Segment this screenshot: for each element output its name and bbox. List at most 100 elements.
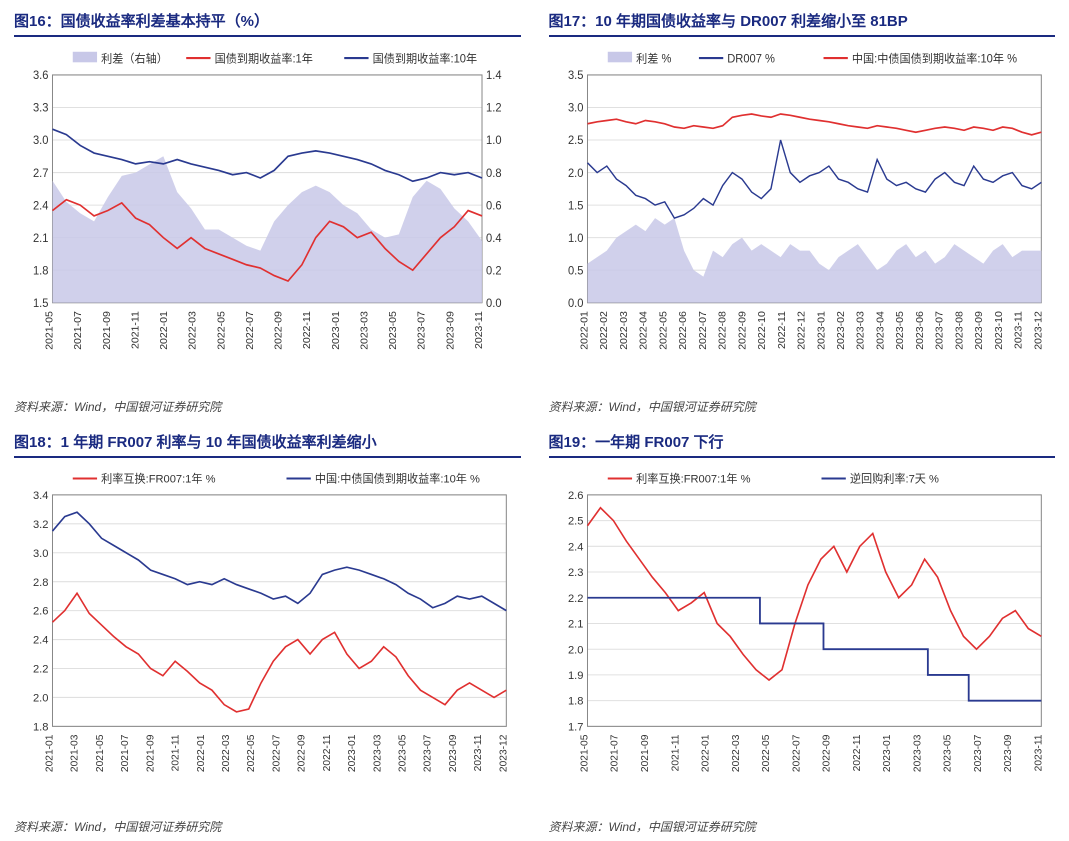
svg-text:2023-01: 2023-01	[816, 311, 827, 350]
svg-text:2023-12: 2023-12	[1033, 311, 1044, 350]
svg-text:2023-07: 2023-07	[417, 311, 428, 350]
svg-text:2022-07: 2022-07	[791, 734, 802, 772]
svg-text:2023-01: 2023-01	[331, 311, 342, 350]
svg-text:2023-09: 2023-09	[448, 734, 459, 772]
svg-text:2.1: 2.1	[567, 618, 582, 630]
svg-text:逆回购利率:7天 %: 逆回购利率:7天 %	[849, 471, 938, 485]
svg-text:1.5: 1.5	[567, 200, 582, 212]
svg-text:中国:中债国债到期收益率:10年 %: 中国:中债国债到期收益率:10年 %	[315, 471, 480, 485]
svg-text:2.2: 2.2	[567, 592, 582, 604]
svg-text:0.0: 0.0	[567, 298, 582, 310]
svg-text:2022-01: 2022-01	[159, 311, 170, 350]
svg-text:2021-11: 2021-11	[131, 311, 142, 349]
svg-text:1.0: 1.0	[567, 233, 582, 245]
svg-text:2023-11: 2023-11	[473, 734, 484, 771]
svg-text:2023-05: 2023-05	[895, 311, 906, 350]
chart-cell-3: 图19：一年期 FR007 下行利率互换:FR007:1年 % 逆回购利率:7天 …	[535, 421, 1069, 841]
svg-text:1.0: 1.0	[486, 135, 501, 147]
svg-text:利率互换:FR007:1年 %: 利率互换:FR007:1年 %	[636, 471, 750, 485]
svg-text:0.4: 0.4	[486, 233, 501, 245]
svg-text:3.0: 3.0	[567, 103, 582, 115]
svg-text:2022-09: 2022-09	[737, 311, 748, 350]
svg-text:2021-05: 2021-05	[579, 734, 590, 772]
svg-text:2023-03: 2023-03	[372, 734, 383, 772]
chart-title: 图17：10 年期国债收益率与 DR007 利差缩小至 81BP	[549, 10, 1056, 37]
svg-text:2022-03: 2022-03	[188, 311, 199, 350]
svg-text:2022-10: 2022-10	[757, 311, 768, 350]
svg-text:国债到期收益率:10年: 国债到期收益率:10年	[373, 51, 478, 65]
svg-text:2023-05: 2023-05	[388, 311, 399, 350]
chart-cell-0: 图16：国债收益率利差基本持平（%） 利差（右轴） 国债到期收益率:1年 国债到期收益…	[0, 0, 535, 421]
chart-title: 图16：国债收益率利差基本持平（%）	[14, 10, 521, 37]
svg-text:2.0: 2.0	[567, 168, 582, 180]
svg-text:2022-06: 2022-06	[678, 311, 689, 350]
svg-text:2022-09: 2022-09	[297, 734, 308, 772]
svg-text:2023-11: 2023-11	[1013, 311, 1024, 349]
svg-text:1.4: 1.4	[486, 70, 501, 82]
chart-title: 图19：一年期 FR007 下行	[549, 431, 1056, 458]
svg-text:3.3: 3.3	[33, 103, 48, 115]
chart-plot: 利率互换:FR007:1年 %逆回购利率:7天 %1.71.81.92.02.1…	[549, 458, 1056, 817]
svg-text:2.4: 2.4	[33, 200, 48, 212]
svg-text:2023-01: 2023-01	[882, 734, 893, 772]
svg-text:0.0: 0.0	[486, 298, 501, 310]
svg-text:2022-03: 2022-03	[221, 734, 232, 772]
chart-cell-1: 图17：10 年期国债收益率与 DR007 利差缩小至 81BP 利差 % DR00…	[535, 0, 1069, 421]
svg-text:2023-09: 2023-09	[1003, 734, 1014, 772]
svg-text:3.4: 3.4	[33, 489, 48, 501]
svg-text:利差（右轴）: 利差（右轴）	[101, 51, 168, 65]
svg-text:2021-05: 2021-05	[95, 734, 106, 772]
svg-text:2022-07: 2022-07	[271, 734, 282, 772]
chart-plot: 利差 % DR007 % 中国:中债国债到期收益率:10年 % 0.0 0.5 1.0 1.…	[549, 37, 1056, 396]
svg-text:2022-07: 2022-07	[245, 311, 256, 350]
svg-text:2.7: 2.7	[33, 168, 48, 180]
svg-text:2021-07: 2021-07	[120, 734, 131, 772]
svg-text:2023-01: 2023-01	[347, 734, 358, 772]
svg-text:2022-04: 2022-04	[638, 311, 649, 350]
svg-text:利差 %: 利差 %	[636, 51, 671, 65]
svg-text:2021-09: 2021-09	[102, 311, 113, 350]
svg-text:利率互换:FR007:1年 %: 利率互换:FR007:1年 %	[101, 471, 215, 485]
svg-text:2022-03: 2022-03	[619, 311, 630, 350]
svg-text:2021-05: 2021-05	[45, 311, 56, 350]
svg-text:2021-11: 2021-11	[171, 734, 182, 771]
svg-text:2023-11: 2023-11	[1033, 734, 1044, 771]
chart-plot: 利率互换:FR007:1年 %中国:中债国债到期收益率:10年 %1.82.02…	[14, 458, 521, 817]
svg-text:2.8: 2.8	[33, 576, 48, 588]
svg-text:国债到期收益率:1年: 国债到期收益率:1年	[215, 51, 313, 65]
svg-text:2022-01: 2022-01	[700, 734, 711, 772]
svg-text:3.0: 3.0	[33, 547, 48, 559]
svg-text:2022-02: 2022-02	[599, 311, 610, 350]
svg-text:2021-07: 2021-07	[73, 311, 84, 350]
svg-text:2023-05: 2023-05	[942, 734, 953, 772]
svg-text:2023-04: 2023-04	[875, 311, 886, 350]
chart-source: 资料来源：Wind，中国银河证券研究院	[14, 816, 521, 835]
svg-text:1.9: 1.9	[567, 669, 582, 681]
svg-text:中国:中债国债到期收益率:10年 %: 中国:中债国债到期收益率:10年 %	[851, 51, 1016, 65]
svg-text:2023-05: 2023-05	[398, 734, 409, 772]
svg-text:2.4: 2.4	[567, 541, 582, 553]
svg-text:2021-01: 2021-01	[45, 734, 56, 772]
svg-text:2023-06: 2023-06	[915, 311, 926, 350]
svg-text:2022-11: 2022-11	[851, 734, 862, 771]
chart-plot: 利差（右轴）国债到期收益率:1年国债到期收益率:10年1.51.82.12.42…	[14, 37, 521, 396]
svg-text:3.2: 3.2	[33, 518, 48, 530]
svg-text:2023-03: 2023-03	[855, 311, 866, 350]
svg-text:2022-11: 2022-11	[322, 734, 333, 771]
svg-text:2021-03: 2021-03	[70, 734, 81, 772]
svg-text:2021-11: 2021-11	[670, 734, 681, 771]
svg-text:3.6: 3.6	[33, 70, 48, 82]
svg-text:2023-07: 2023-07	[423, 734, 434, 772]
svg-text:2.5: 2.5	[567, 515, 582, 527]
svg-text:0.5: 0.5	[567, 265, 582, 277]
svg-text:2.0: 2.0	[33, 692, 48, 704]
svg-text:2022-05: 2022-05	[658, 311, 669, 350]
svg-text:2023-03: 2023-03	[912, 734, 923, 772]
svg-text:DR007 %: DR007 %	[727, 53, 775, 65]
svg-text:2.3: 2.3	[567, 567, 582, 579]
svg-text:2023-08: 2023-08	[954, 311, 965, 350]
svg-text:2.1: 2.1	[33, 233, 48, 245]
svg-text:2022-01: 2022-01	[579, 311, 590, 350]
svg-text:2.6: 2.6	[567, 489, 582, 501]
svg-text:2022-12: 2022-12	[796, 311, 807, 350]
